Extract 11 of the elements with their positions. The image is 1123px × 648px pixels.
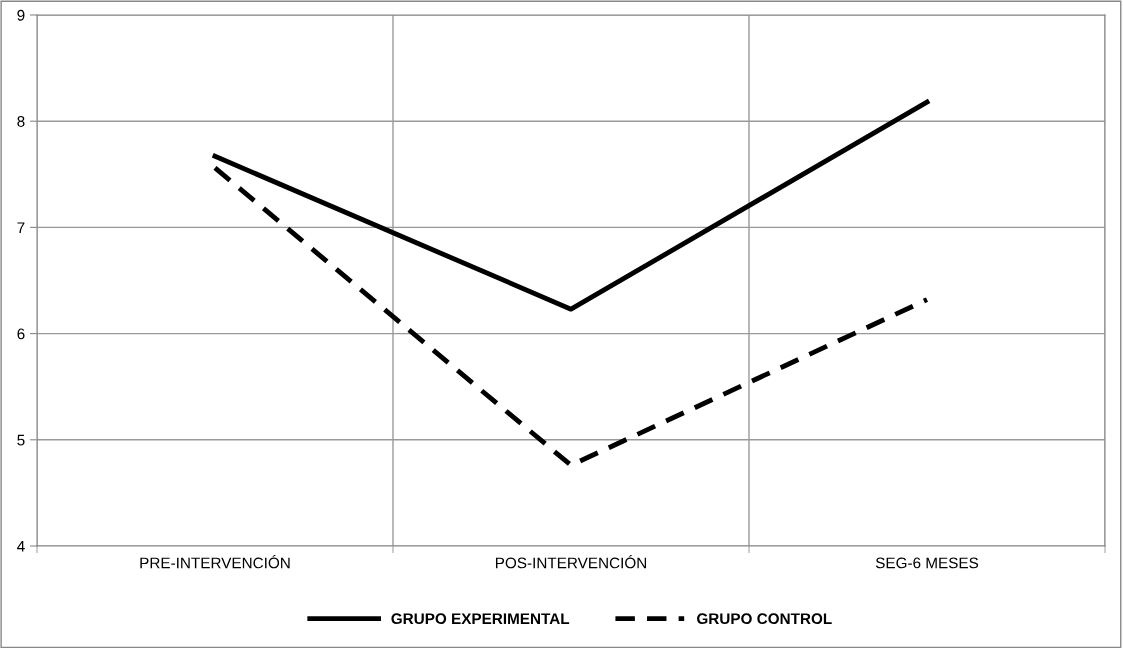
x-tick-label: PRE-INTERVENCIÓN bbox=[140, 554, 290, 569]
legend-label: GRUPO CONTROL bbox=[697, 613, 832, 625]
y-tick-label: 7 bbox=[17, 222, 25, 233]
legend-label: GRUPO EXPERIMENTAL bbox=[391, 613, 570, 625]
y-tick-label: 5 bbox=[17, 434, 25, 446]
x-tick-label: SEG-6 MESES bbox=[875, 557, 979, 569]
y-tick-label: 9 bbox=[17, 9, 25, 21]
x-tick-label: POS-INTERVENCIÓN bbox=[495, 554, 647, 569]
y-tick-label: 8 bbox=[17, 116, 25, 127]
y-tick-label: 4 bbox=[17, 541, 25, 552]
y-tick-label: 6 bbox=[17, 328, 25, 340]
